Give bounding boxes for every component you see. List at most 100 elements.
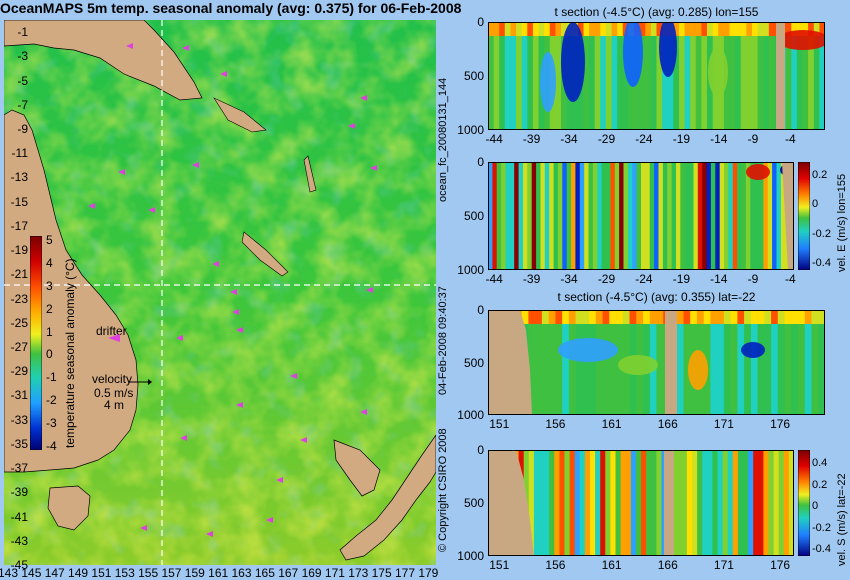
drifter-marker	[370, 165, 377, 171]
island-solomons	[213, 97, 267, 133]
section-band	[548, 320, 556, 415]
drifter-marker	[182, 45, 189, 51]
section-surface-band	[757, 22, 764, 36]
section-band	[606, 162, 611, 270]
section-band	[589, 320, 597, 415]
section-band	[684, 162, 690, 270]
section-surface-band	[701, 22, 708, 36]
section-band	[813, 32, 820, 130]
map-y-tick-label: -35	[10, 436, 28, 451]
section-x-tick-label: -44	[485, 132, 503, 146]
section-band	[753, 450, 759, 556]
section-band	[701, 32, 708, 130]
section-band	[773, 450, 780, 556]
section-band	[690, 32, 697, 130]
section-surface-band	[684, 22, 691, 36]
section-surface-band	[703, 310, 711, 324]
section-surface-band	[617, 22, 624, 36]
section-band	[723, 320, 732, 415]
section-surface-band	[595, 310, 604, 324]
section-band	[623, 162, 629, 270]
section-band	[488, 162, 493, 270]
section-band	[717, 450, 724, 556]
drifter-marker	[290, 373, 297, 379]
section-x-tick-label: 176	[770, 558, 791, 572]
section-surface-band	[723, 310, 732, 324]
section-surface-band	[577, 22, 585, 36]
png-land	[4, 20, 203, 101]
section-band	[772, 162, 778, 270]
run-id-label: ocean_fc_20080131_144	[437, 77, 449, 202]
section-feature	[540, 52, 556, 112]
t-section-lon-panel	[488, 22, 825, 130]
section-band	[531, 162, 537, 270]
map-x-tick-label: 149	[68, 566, 89, 580]
section-x-tick-label: 171	[713, 417, 734, 431]
section-colorbar-tick: 0	[812, 198, 819, 211]
section-surface-band	[488, 22, 495, 36]
section-land	[664, 450, 674, 556]
section-surface-band	[757, 310, 765, 324]
map-colorbar-tick: -3	[46, 416, 57, 431]
section-surface-band	[589, 22, 596, 36]
map-panel	[4, 20, 436, 565]
section-band	[583, 32, 590, 130]
section-band	[539, 450, 545, 556]
drifter-marker	[118, 169, 125, 175]
section-band	[611, 32, 618, 130]
section-band	[686, 450, 693, 556]
map-y-tick-label: -37	[10, 461, 28, 476]
section-band	[776, 162, 782, 270]
section-band	[722, 450, 729, 556]
section-band	[549, 450, 555, 556]
section-band	[784, 320, 792, 415]
section-surface-band	[676, 310, 684, 324]
section-band	[732, 450, 739, 556]
section-x-tick-label: 156	[545, 558, 566, 572]
section-surface-band	[796, 22, 804, 36]
section-y-tick-label: 1000	[457, 549, 484, 563]
section-surface-band	[549, 22, 556, 36]
section-surface-band	[791, 310, 799, 324]
section-band	[574, 450, 581, 556]
vel-e-section-panel	[488, 162, 794, 270]
drifter-marker	[266, 517, 273, 523]
section-y-tick-label: 0	[477, 155, 484, 169]
section-band	[808, 32, 815, 130]
section-band	[757, 320, 765, 415]
section-band	[788, 450, 794, 556]
section-band	[528, 320, 536, 415]
map-x-tick-label: 147	[44, 566, 65, 580]
section-band	[702, 450, 708, 556]
section-band	[601, 162, 607, 270]
map-x-tick-label: 173	[348, 566, 369, 580]
section-band	[632, 162, 638, 270]
map-x-tick-label: 179	[418, 566, 439, 580]
section-x-tick-label: 151	[489, 417, 510, 431]
section-surface-band	[600, 22, 607, 36]
section-band	[605, 450, 611, 556]
map-y-tick-label: -41	[10, 509, 28, 524]
section-band	[589, 32, 596, 130]
section-surface-band	[729, 22, 736, 36]
section-band	[541, 320, 550, 415]
section-band	[514, 162, 520, 270]
section-x-tick-label: 166	[657, 558, 678, 572]
section-band	[488, 32, 495, 130]
section-band	[641, 162, 646, 270]
section-surface-band	[735, 22, 742, 36]
section-band	[796, 32, 804, 130]
section-band	[605, 32, 613, 130]
section-surface-band	[771, 310, 779, 324]
section-band	[597, 162, 603, 270]
section-band	[499, 32, 506, 130]
section-band	[622, 32, 629, 130]
section-surface-band	[532, 22, 540, 36]
section-surface-band	[568, 310, 577, 324]
section-surface-band	[527, 22, 534, 36]
section-colorbar-tick: -0.4	[812, 543, 831, 555]
section-band	[676, 162, 681, 270]
section-band	[730, 320, 738, 415]
section-x-tick-label: 156	[545, 417, 566, 431]
section-surface-band	[616, 310, 624, 324]
